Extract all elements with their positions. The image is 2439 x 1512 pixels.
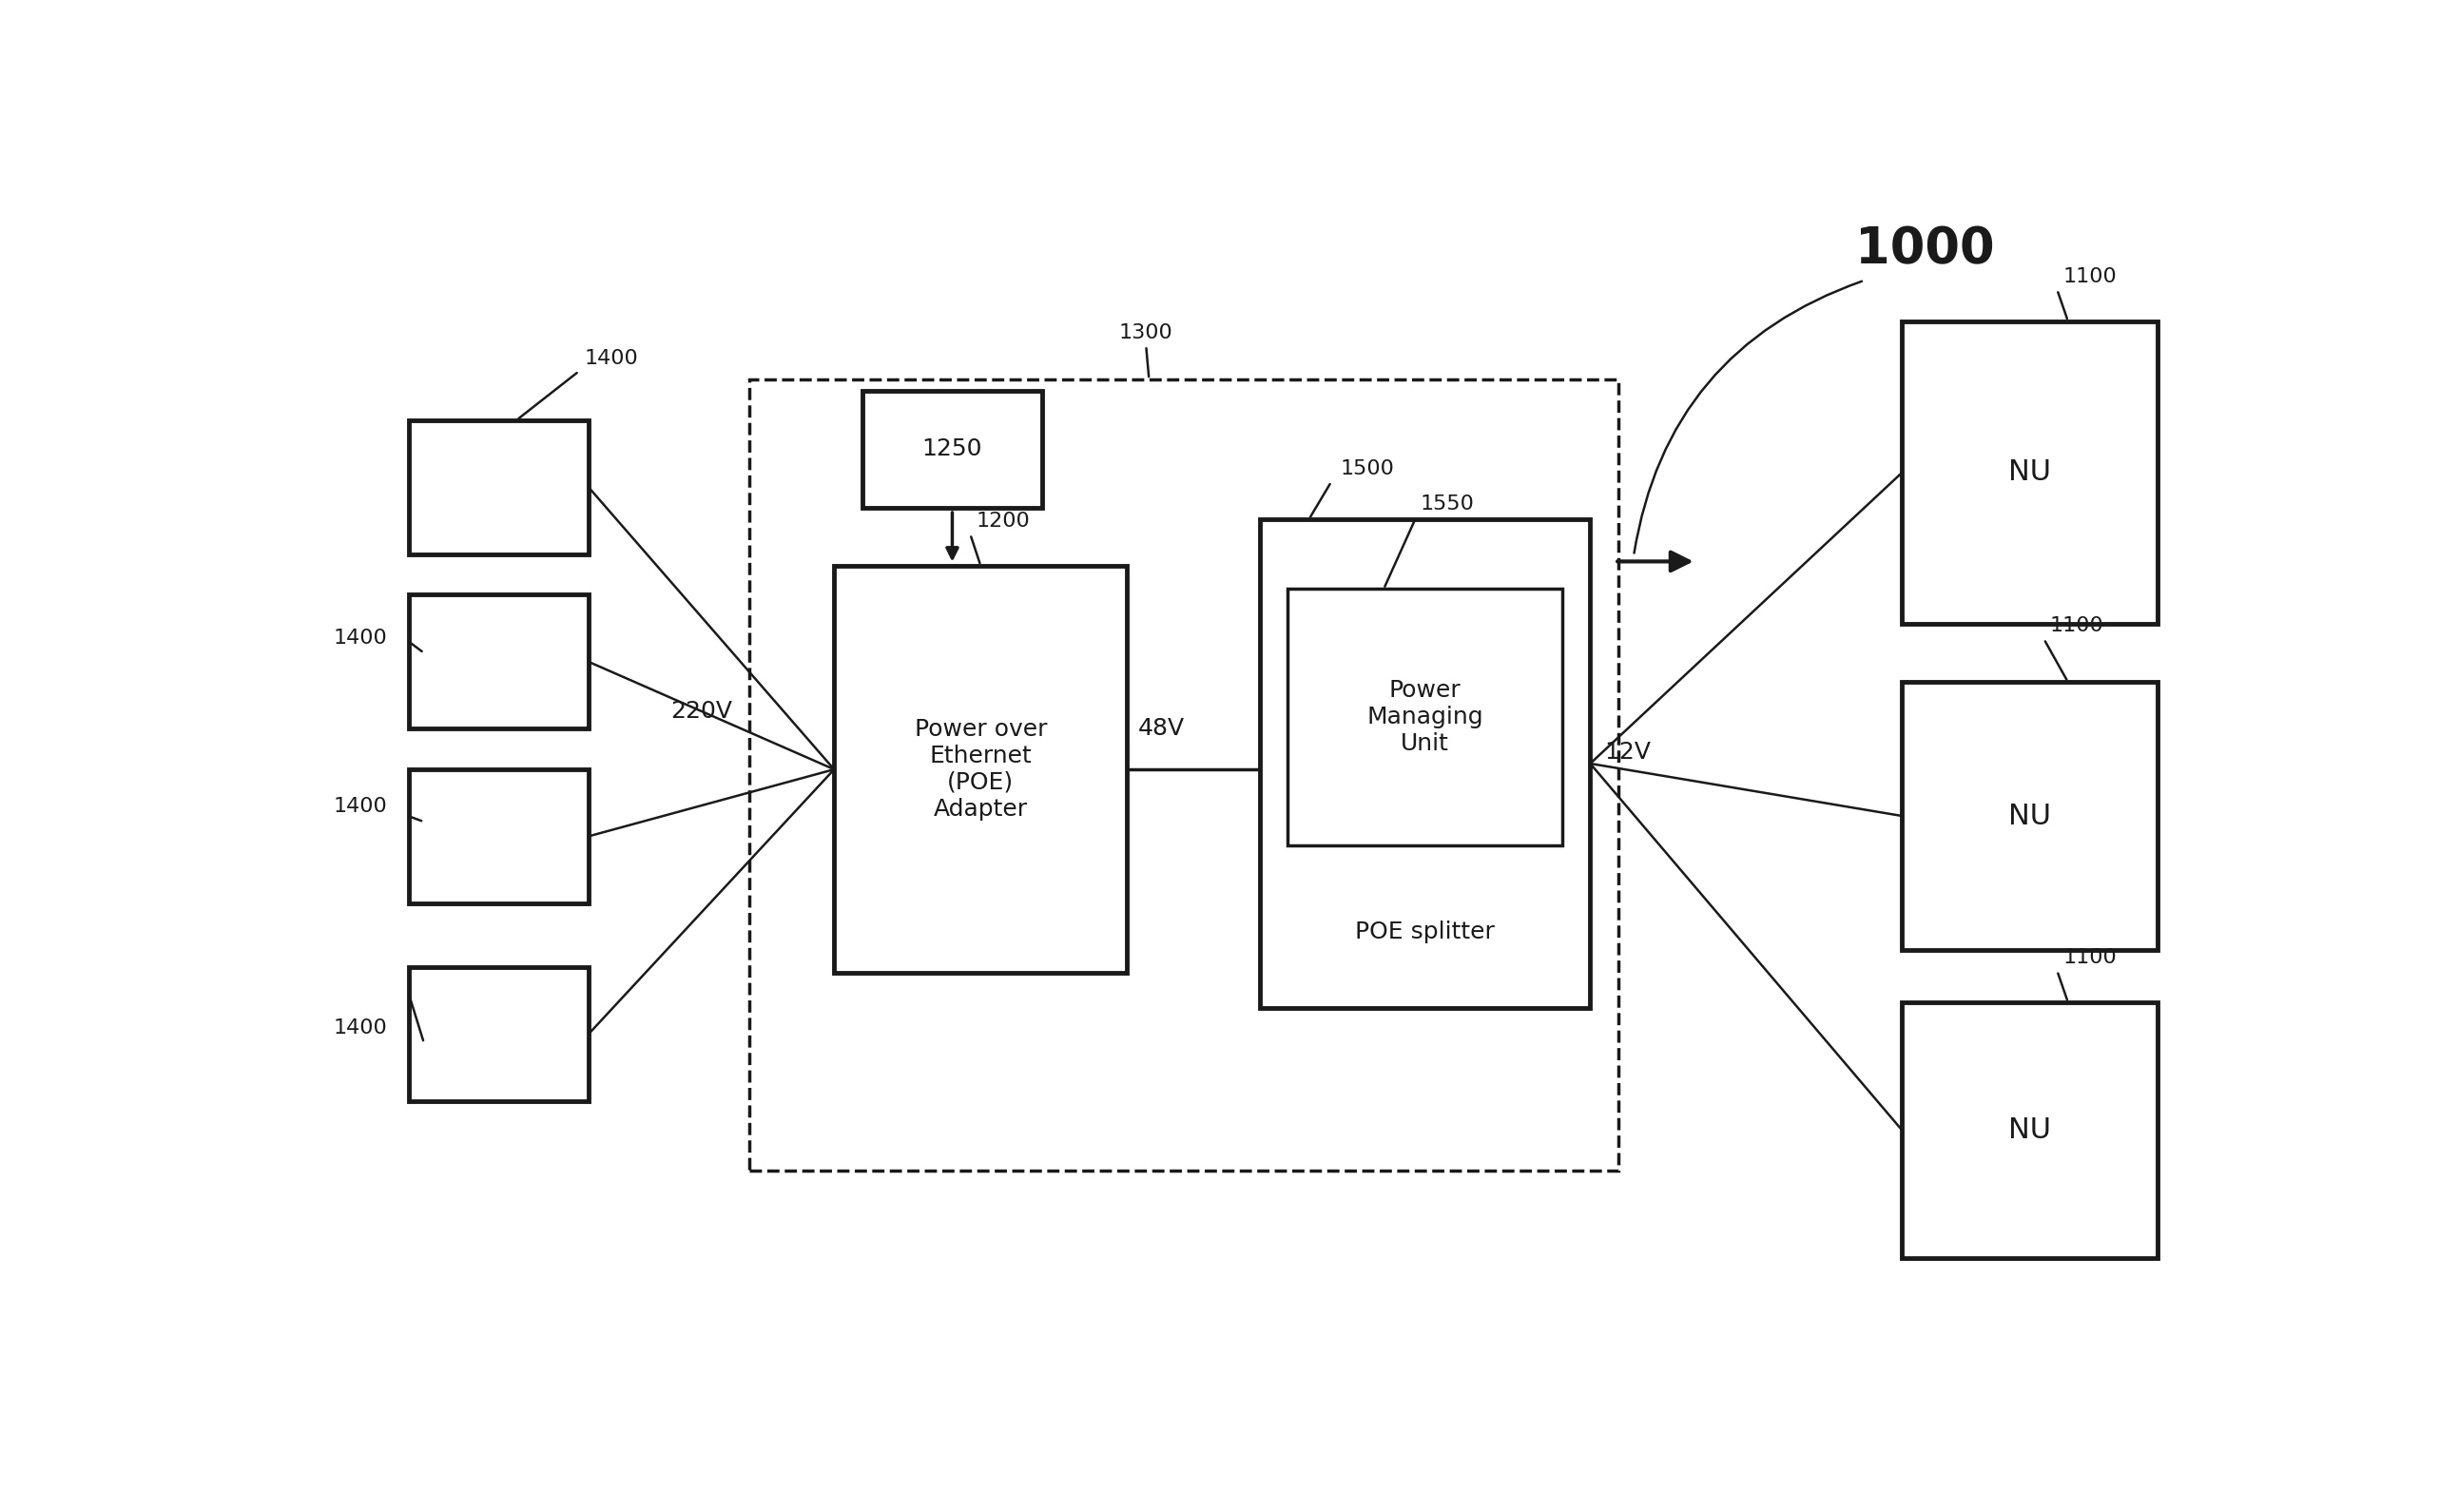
Text: 48V: 48V (1137, 717, 1185, 739)
Text: POE splitter: POE splitter (1356, 921, 1495, 943)
Text: 220V: 220V (671, 700, 732, 723)
Text: 1250: 1250 (922, 438, 983, 461)
Bar (1288, 588, 1561, 845)
Text: Power over
Ethernet
(POE)
Adapter: Power over Ethernet (POE) Adapter (915, 718, 1046, 821)
Bar (749, 380, 1619, 1172)
Bar (410, 594, 588, 729)
Text: NU: NU (2007, 458, 2051, 487)
Text: 1400: 1400 (334, 797, 388, 816)
Text: 1200: 1200 (976, 511, 1029, 531)
Text: 1500: 1500 (1341, 460, 1395, 478)
Text: NU: NU (2007, 1116, 2051, 1145)
Text: 1300: 1300 (1120, 324, 1173, 342)
Bar (1902, 321, 2156, 624)
Text: 1100: 1100 (2063, 948, 2117, 968)
Bar (410, 968, 588, 1101)
Bar (1902, 1002, 2156, 1258)
Bar (834, 565, 1127, 974)
Bar (1259, 519, 1590, 1009)
Bar (410, 770, 588, 903)
Text: 1000: 1000 (1854, 225, 1995, 275)
Text: 1400: 1400 (334, 627, 388, 647)
Text: NU: NU (2007, 803, 2051, 830)
Text: Power
Managing
Unit: Power Managing Unit (1366, 679, 1483, 754)
Text: 1100: 1100 (2049, 617, 2102, 635)
Bar (410, 420, 588, 553)
Text: 1400: 1400 (585, 349, 639, 367)
Text: 1400: 1400 (334, 1018, 388, 1037)
Text: 1100: 1100 (2063, 268, 2117, 286)
Bar (863, 392, 1041, 508)
Text: 12V: 12V (1605, 741, 1651, 764)
Text: 1550: 1550 (1419, 494, 1473, 513)
Bar (1902, 682, 2156, 950)
